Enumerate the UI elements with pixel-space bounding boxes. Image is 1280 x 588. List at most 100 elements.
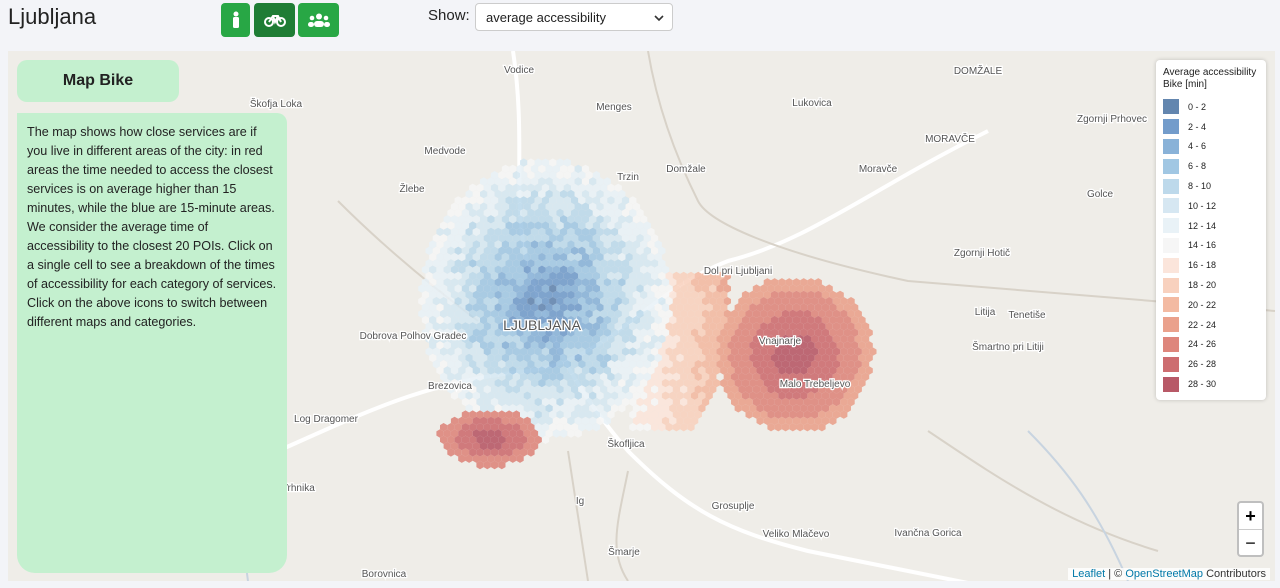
hex-cell: [454, 234, 462, 243]
hex-cell: [494, 366, 502, 375]
hex-cell: [654, 303, 662, 312]
hex-cell: [450, 215, 459, 224]
hex-cell: [545, 177, 553, 186]
hex-cell: [552, 202, 560, 211]
hex-cell: [567, 303, 575, 312]
hex-cell: [847, 397, 855, 407]
hex-cell: [541, 297, 550, 306]
hex-cell: [560, 366, 568, 375]
hex-cell: [476, 246, 484, 255]
osm-link[interactable]: OpenStreetMap: [1125, 568, 1204, 580]
hex-cell: [429, 278, 437, 287]
hex-cell: [552, 265, 560, 274]
hex-cell: [512, 208, 520, 218]
hex-cell: [811, 309, 819, 318]
zoom-in[interactable]: +: [1239, 503, 1262, 530]
hex-cell: [523, 341, 531, 350]
hex-cell: [665, 385, 673, 394]
hex-cell: [538, 215, 546, 224]
hex-cell: [469, 423, 477, 432]
hex-cell: [720, 353, 728, 363]
hex-cell: [705, 328, 713, 337]
hex-cell: [789, 347, 797, 356]
hex-cell: [541, 360, 550, 369]
hex-cell: [661, 290, 670, 300]
hex-cell: [472, 303, 480, 312]
hex-cell: [774, 385, 782, 394]
person-button[interactable]: [221, 3, 250, 37]
hex-cell: [549, 423, 557, 432]
hex-cell: [709, 271, 717, 281]
hex-cell: [680, 397, 688, 407]
hex-cell: [512, 360, 520, 369]
hex-cell: [549, 410, 557, 419]
hex-cell: [629, 334, 637, 344]
hex-cell: [811, 284, 819, 293]
hex-cell: [454, 322, 462, 331]
hex-cell: [836, 290, 844, 300]
hex-cell: [861, 347, 870, 356]
hex-cell: [487, 391, 495, 400]
hex-cell: [505, 360, 513, 369]
hex-cell: [556, 271, 564, 281]
hex-cell: [720, 366, 728, 375]
hex-cell: [629, 322, 637, 331]
hex-cell: [552, 189, 560, 199]
hex-cell: [534, 183, 542, 192]
hex-cell: [611, 378, 619, 388]
hex-cell: [792, 341, 801, 350]
hex-cell: [443, 265, 451, 274]
hex-cell: [625, 278, 633, 287]
hex-cell: [651, 322, 659, 331]
hex-cell: [498, 183, 506, 192]
legend-item: 8 - 10: [1163, 176, 1259, 196]
hex-cell: [592, 397, 601, 407]
hex-cell: [814, 366, 822, 375]
hex-cell: [498, 385, 506, 394]
hex-cell: [596, 177, 604, 186]
hex-cell: [829, 353, 837, 363]
hex-cell: [640, 240, 648, 249]
group-button[interactable]: [298, 3, 339, 37]
hex-cell: [749, 404, 757, 413]
hex-cell: [818, 410, 826, 419]
hex-cell: [654, 278, 662, 287]
hex-cell: [545, 189, 553, 199]
hex-cell: [672, 385, 681, 394]
hex-cell: [552, 315, 560, 325]
hex-cell: [829, 290, 837, 300]
hex-cell: [425, 309, 433, 318]
leaflet-link[interactable]: Leaflet: [1072, 568, 1106, 580]
hex-cell: [429, 265, 437, 274]
hex-cell: [574, 328, 582, 337]
hex-cell: [541, 208, 550, 218]
hex-cell: [818, 347, 826, 356]
hex-cell: [796, 347, 804, 356]
hex-cell: [632, 227, 641, 237]
hex-cell: [490, 183, 499, 192]
hex-cell: [469, 385, 477, 394]
bike-button[interactable]: [254, 3, 295, 37]
hex-cell: [760, 360, 768, 369]
hex-cell: [676, 404, 684, 413]
hex-cell: [621, 309, 630, 318]
hex-cell: [560, 265, 568, 274]
hex-cell: [771, 366, 779, 375]
hex-cell: [563, 347, 571, 356]
hex-cell: [789, 410, 797, 419]
hex-cell: [512, 372, 520, 381]
hex-cell: [607, 360, 615, 369]
hex-cell: [745, 397, 753, 407]
hex-cell: [727, 366, 735, 375]
map-select[interactable]: average accessibility: [475, 3, 673, 31]
hex-cell: [614, 297, 622, 306]
hex-cell: [774, 284, 782, 293]
hex-cell: [585, 246, 593, 255]
hex-cell: [592, 221, 601, 230]
hex-cell: [836, 315, 844, 325]
zoom-out[interactable]: −: [1245, 533, 1256, 553]
hex-cell: [505, 183, 513, 192]
hex-cell: [734, 328, 742, 337]
hex-cell: [534, 196, 542, 205]
hex-cell: [861, 334, 870, 344]
